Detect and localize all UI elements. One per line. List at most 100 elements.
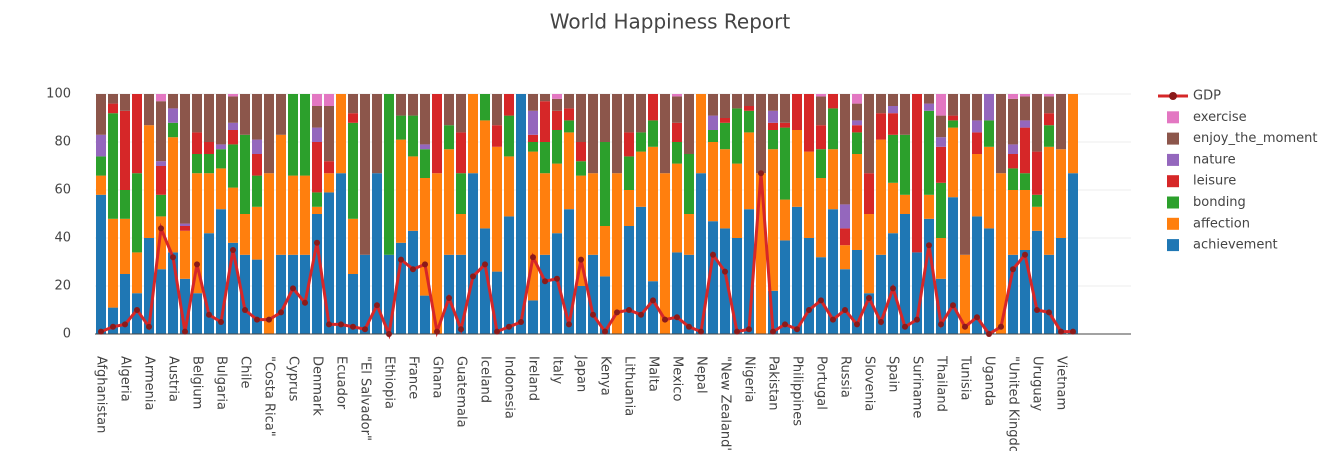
gdp-marker	[266, 316, 272, 323]
x-tick-label: Ecuador	[334, 356, 349, 410]
bar-segment	[372, 94, 382, 174]
x-tick-label: Malta	[646, 356, 661, 392]
bar-segment	[324, 161, 334, 174]
legend-label: achievement	[1193, 238, 1278, 253]
bar-segment	[108, 94, 118, 104]
bar-segment	[348, 113, 358, 123]
gdp-marker	[554, 275, 560, 282]
bar-segment	[1032, 194, 1042, 207]
bar-segment	[840, 228, 850, 246]
bar-segment	[384, 254, 394, 334]
bar-segment	[552, 130, 562, 164]
bar-segment	[636, 151, 646, 207]
bar-segment	[564, 209, 574, 334]
y-tick-label: 0	[63, 327, 71, 342]
bar-segment	[144, 94, 154, 126]
bar-segment	[552, 110, 562, 130]
bar-segment	[276, 254, 286, 334]
bar-segment	[1008, 254, 1018, 334]
bar-segment	[456, 94, 466, 133]
y-tick-label: 40	[54, 231, 71, 246]
y-tick-label: 100	[46, 87, 71, 102]
gdp-marker	[578, 256, 584, 263]
bar-segment	[312, 142, 322, 193]
bar-segment	[948, 197, 958, 334]
bar-segment	[852, 250, 862, 334]
bar-segment	[1044, 96, 1054, 114]
gdp-marker	[1010, 266, 1016, 273]
bar-segment	[588, 94, 598, 174]
bar-segment	[324, 94, 334, 106]
bar-segment	[744, 94, 754, 106]
bar-segment	[288, 175, 298, 255]
bar-segment	[936, 278, 946, 334]
gdp-marker	[650, 297, 656, 304]
bar-segment	[252, 154, 262, 176]
bar-segment	[504, 94, 514, 116]
bar-segment	[228, 96, 238, 123]
bar-segment	[156, 161, 166, 166]
bar-segment	[1020, 120, 1030, 128]
bar-segment	[564, 94, 574, 109]
bar-segment	[348, 274, 358, 334]
legend-swatch	[1167, 153, 1179, 166]
bar-segment	[540, 101, 550, 142]
x-tick-label: Guatemala	[454, 356, 469, 428]
x-tick-label: Uruguay	[1030, 356, 1045, 412]
gdp-marker	[806, 307, 812, 313]
bar-segment	[828, 108, 838, 150]
bar-segment	[444, 149, 454, 255]
bar-segment	[228, 130, 238, 145]
gdp-marker	[134, 307, 140, 313]
bar-segment	[720, 228, 730, 334]
x-tick-label: Nigeria	[742, 356, 757, 403]
gdp-marker	[674, 314, 680, 321]
bar-segment	[936, 137, 946, 147]
bar-segment	[636, 206, 646, 334]
bar-segment	[984, 228, 994, 334]
bar-segment	[300, 175, 310, 255]
bar-segment	[888, 233, 898, 334]
x-tick-label: Ethiopia	[382, 356, 397, 409]
bar-segment	[816, 94, 826, 97]
x-tick-label: Mexico	[670, 356, 685, 401]
bar-segment	[252, 259, 262, 334]
bar-segment	[348, 218, 358, 274]
bar-segment	[900, 134, 910, 195]
bar-segment	[972, 120, 982, 133]
gdp-marker	[902, 323, 908, 330]
bar-segment	[252, 139, 262, 154]
bar-segment	[840, 245, 850, 270]
gdp-marker	[758, 170, 764, 177]
x-tick-label: Japan	[574, 355, 589, 392]
gdp-marker	[818, 297, 824, 304]
bar-segment	[168, 94, 178, 109]
bar-segment	[552, 94, 562, 99]
bar-segment	[924, 218, 934, 334]
bar-segment	[468, 173, 478, 334]
bar-segment	[684, 154, 694, 214]
bar-segment	[948, 94, 958, 116]
bar-segment	[120, 94, 130, 111]
bar-segment	[588, 254, 598, 334]
gdp-marker	[434, 328, 440, 335]
bar-segment	[792, 206, 802, 334]
legend-label: nature	[1193, 152, 1236, 167]
bar-segment	[1056, 94, 1066, 150]
bar-segment	[456, 254, 466, 334]
bar-segment	[696, 173, 706, 334]
bar-segment	[204, 142, 214, 154]
gdp-marker	[794, 326, 800, 333]
bar-segment	[576, 175, 586, 286]
gdp-marker	[1022, 251, 1028, 258]
gdp-marker	[626, 307, 632, 313]
bar-segment	[456, 132, 466, 174]
bar-segment	[276, 134, 286, 255]
x-tick-label: Denmark	[310, 356, 325, 416]
bar-segment	[432, 94, 442, 174]
bar-segment	[1032, 230, 1042, 334]
bar-segment	[132, 94, 142, 174]
legend-label: GDP	[1193, 89, 1221, 104]
x-tick-label: Portugal	[814, 356, 829, 410]
bar-segment	[708, 115, 718, 130]
